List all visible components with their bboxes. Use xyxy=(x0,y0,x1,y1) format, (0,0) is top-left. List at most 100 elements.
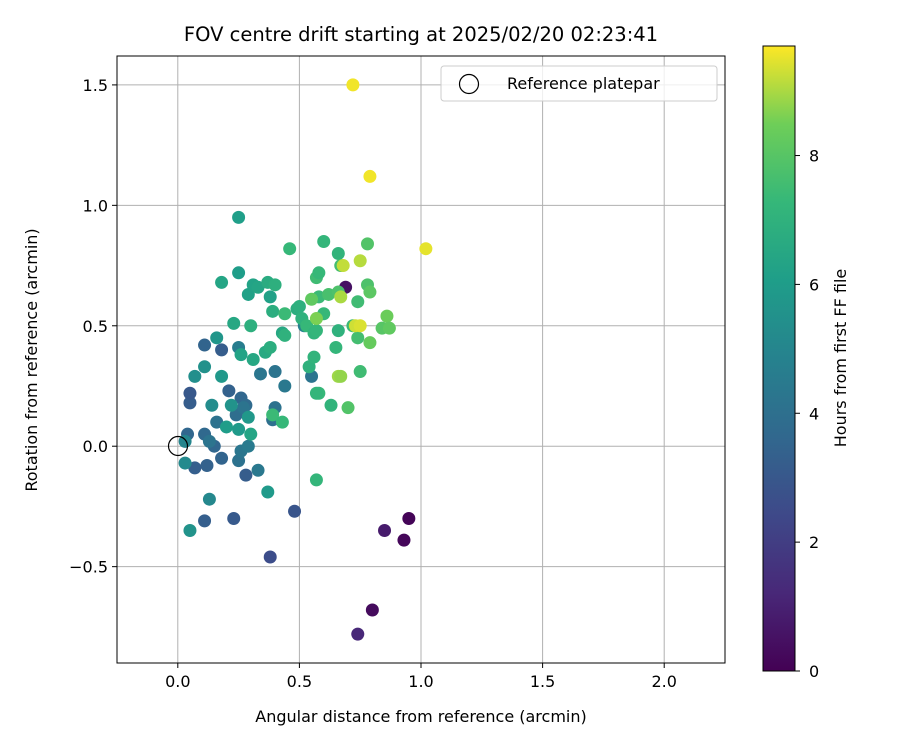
data-point xyxy=(198,514,212,528)
data-point xyxy=(215,369,229,383)
data-point xyxy=(419,242,433,256)
data-point xyxy=(234,348,248,362)
data-point xyxy=(261,485,275,499)
data-point xyxy=(263,550,277,564)
data-point xyxy=(183,524,197,538)
x-axis-label: Angular distance from reference (arcmin) xyxy=(255,707,586,726)
colorbar-tick-label: 2 xyxy=(809,533,819,552)
data-point xyxy=(351,627,365,641)
data-point xyxy=(380,309,394,323)
colorbar-tick-label: 6 xyxy=(809,275,819,294)
data-point xyxy=(251,280,265,294)
legend-label-reference-platepar: Reference platepar xyxy=(507,74,660,93)
data-point xyxy=(353,319,367,333)
data-point xyxy=(402,511,416,525)
data-point xyxy=(312,266,326,280)
colorbar: 0 2 4 6 8 Hours from first FF file xyxy=(762,45,850,681)
data-point xyxy=(215,343,229,357)
data-point xyxy=(251,463,265,477)
data-point xyxy=(363,169,377,183)
data-point xyxy=(351,295,365,309)
data-point xyxy=(239,468,253,482)
y-tick-label: 0.5 xyxy=(83,317,108,336)
data-point xyxy=(232,210,246,224)
y-axis-ticks: −0.5 0.0 0.5 1.0 1.5 xyxy=(69,76,117,577)
data-point xyxy=(227,316,241,330)
colorbar-tick-label: 8 xyxy=(809,147,819,166)
data-point xyxy=(224,398,238,412)
data-point xyxy=(244,427,258,441)
data-point xyxy=(317,234,331,248)
x-tick-label: 1.0 xyxy=(408,672,433,691)
x-tick-label: 0.0 xyxy=(165,672,190,691)
data-point xyxy=(178,434,192,448)
data-point xyxy=(309,473,323,487)
data-point xyxy=(341,401,355,415)
data-point xyxy=(278,379,292,393)
y-axis-label: Rotation from reference (arcmin) xyxy=(22,228,41,491)
data-point xyxy=(309,324,323,338)
plot-frame xyxy=(116,55,726,664)
data-point xyxy=(307,350,321,364)
data-point xyxy=(268,365,282,379)
data-point xyxy=(200,458,214,472)
data-point xyxy=(322,287,336,301)
grid xyxy=(117,56,725,663)
data-point xyxy=(365,603,379,617)
data-point xyxy=(263,290,277,304)
data-point xyxy=(263,340,277,354)
data-point xyxy=(188,369,202,383)
data-point xyxy=(331,247,345,261)
colorbar-gradient xyxy=(762,45,796,672)
legend: Reference platepar xyxy=(440,65,718,102)
data-point xyxy=(353,365,367,379)
data-point xyxy=(397,533,411,547)
data-point xyxy=(353,254,367,268)
data-point xyxy=(278,328,292,342)
data-point xyxy=(292,300,306,314)
data-point xyxy=(266,304,280,318)
data-point xyxy=(360,237,374,251)
data-point xyxy=(363,285,377,299)
data-point xyxy=(236,401,250,415)
data-point xyxy=(246,353,260,366)
data-point xyxy=(324,398,338,412)
data-point xyxy=(215,275,229,289)
y-tick-label: 1.5 xyxy=(83,76,108,95)
data-point xyxy=(241,439,255,453)
colorbar-label: Hours from first FF file xyxy=(831,269,850,448)
data-point xyxy=(268,278,282,292)
data-point xyxy=(305,292,319,306)
data-point xyxy=(210,415,224,429)
chart-title: FOV centre drift starting at 2025/02/20 … xyxy=(184,23,658,46)
x-tick-label: 2.0 xyxy=(651,672,676,691)
data-point xyxy=(309,386,323,400)
y-tick-label: −0.5 xyxy=(69,558,108,577)
data-point xyxy=(275,415,289,429)
data-point xyxy=(202,434,216,448)
x-axis-ticks: 0.0 0.5 1.0 1.5 2.0 xyxy=(165,663,677,691)
data-point xyxy=(288,504,302,518)
data-point xyxy=(363,336,377,350)
data-point xyxy=(215,451,229,465)
legend-marker xyxy=(458,73,480,95)
data-point xyxy=(232,266,246,280)
data-point xyxy=(205,398,219,412)
data-point xyxy=(219,420,233,434)
data-point xyxy=(241,410,255,424)
data-point xyxy=(302,360,316,374)
data-point xyxy=(202,492,216,506)
data-point xyxy=(334,369,348,383)
data-point xyxy=(382,321,396,335)
data-point xyxy=(309,312,323,326)
data-point xyxy=(278,307,292,321)
data-point xyxy=(198,360,212,374)
data-point xyxy=(241,287,255,301)
data-point xyxy=(183,396,197,410)
data-point xyxy=(266,408,280,422)
x-tick-label: 0.5 xyxy=(287,672,312,691)
data-point xyxy=(283,242,297,256)
data-point xyxy=(351,331,365,345)
data-point xyxy=(198,338,212,352)
